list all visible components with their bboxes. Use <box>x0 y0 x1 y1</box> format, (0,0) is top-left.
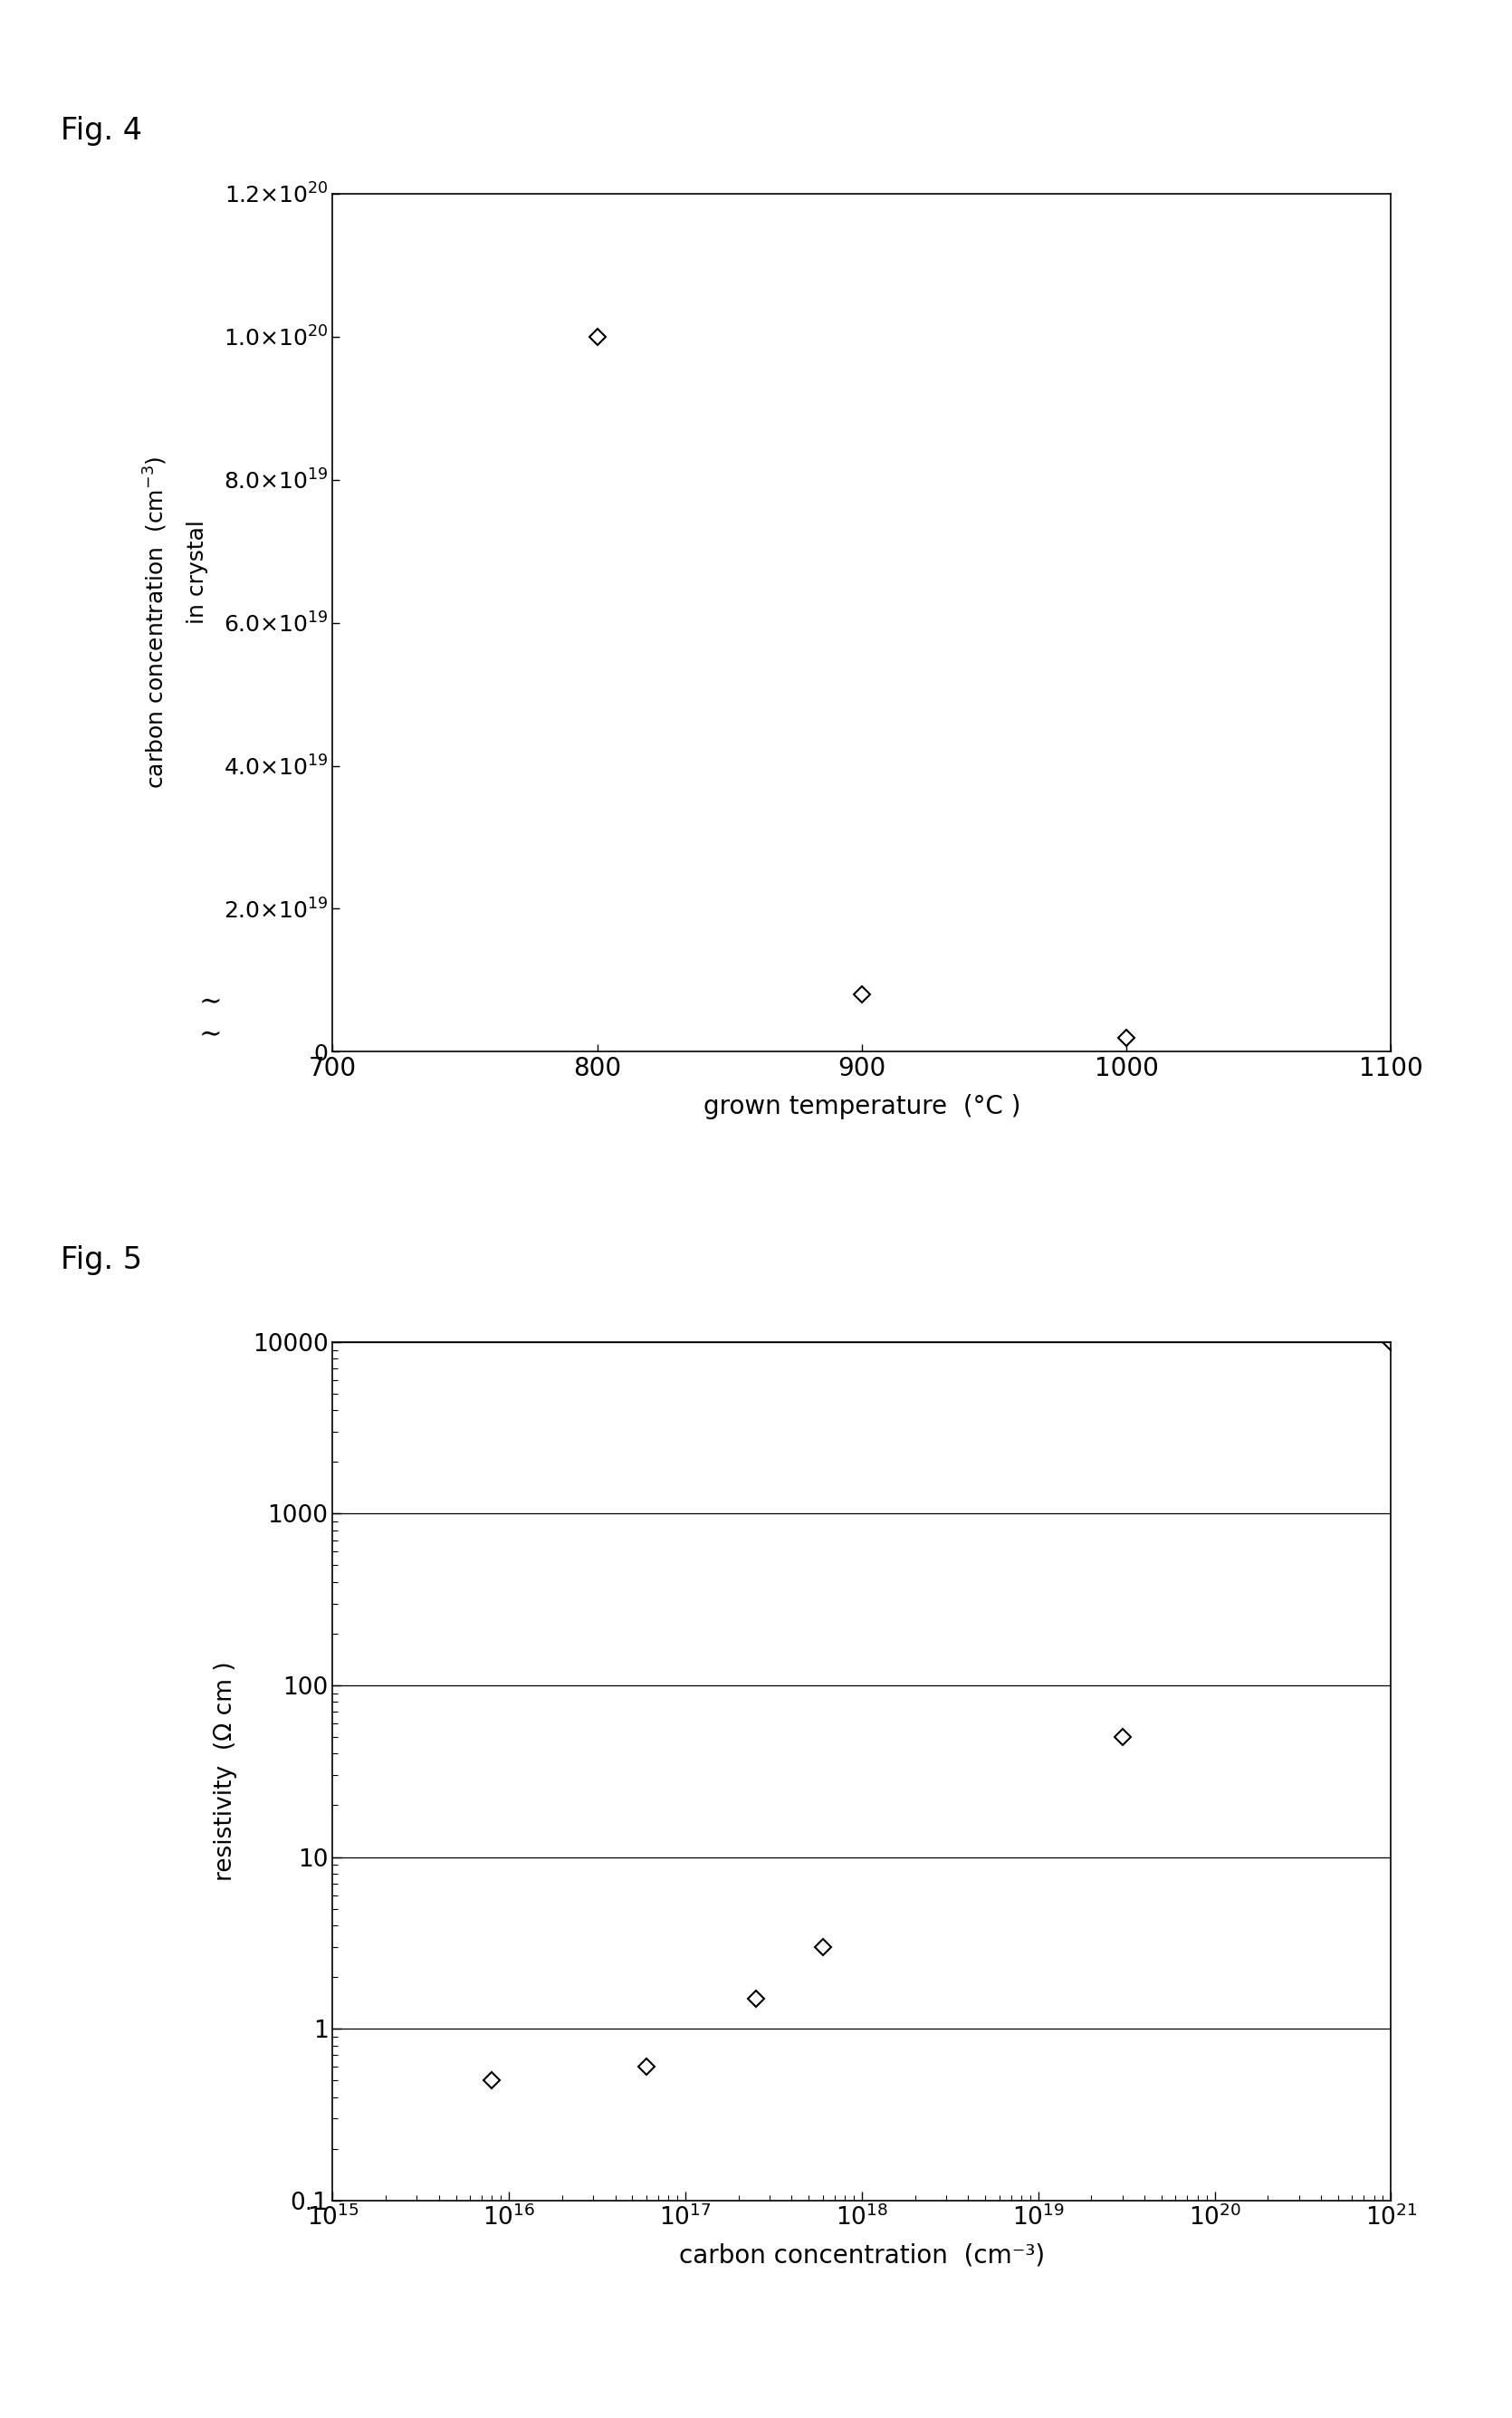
Y-axis label: resistivity  (Ω cm ): resistivity (Ω cm ) <box>213 1661 237 1881</box>
Text: ∼
∼: ∼ ∼ <box>200 987 222 1047</box>
X-axis label: grown temperature  (°C ): grown temperature (°C ) <box>703 1095 1021 1120</box>
X-axis label: carbon concentration  (cm⁻³): carbon concentration (cm⁻³) <box>679 2244 1045 2268</box>
Text: Fig. 4: Fig. 4 <box>60 116 142 145</box>
Text: Fig. 5: Fig. 5 <box>60 1245 142 1274</box>
Y-axis label: carbon concentration  (cm$^{-3}$)
              in crystal: carbon concentration (cm$^{-3}$) in crys… <box>142 457 209 788</box>
